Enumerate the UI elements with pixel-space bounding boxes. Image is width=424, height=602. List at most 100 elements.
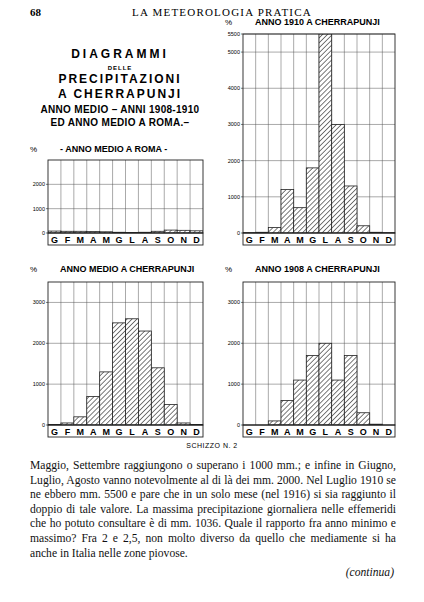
- category-label: G: [246, 427, 253, 437]
- tick-label: 0: [42, 230, 45, 236]
- category-label: O: [167, 235, 174, 245]
- grid-line-vertical: [382, 34, 383, 233]
- category-label: A: [90, 235, 97, 245]
- category-label: D: [385, 427, 392, 437]
- figure-title-line: DIAGRAMMI: [71, 47, 169, 61]
- grid-line-vertical: [177, 282, 178, 425]
- tick-label: 1000: [33, 381, 45, 387]
- grid-line-vertical: [255, 282, 256, 425]
- grid-line-vertical: [86, 160, 87, 233]
- category-label: O: [360, 235, 367, 245]
- category-label: S: [348, 427, 354, 437]
- figure-title-line: ED ANNO MEDIO A ROMA.–: [51, 117, 190, 128]
- continuation: (continua): [346, 566, 394, 579]
- bar: [100, 372, 113, 425]
- tick-label: 3000: [228, 121, 240, 127]
- page-number: 68: [30, 6, 42, 18]
- figure-title-line: DELLE: [108, 65, 133, 71]
- grid-line-vertical: [382, 282, 383, 425]
- figure-title-line: ANNO MEDIO – ANNI 1908-1910: [41, 104, 200, 115]
- grid-line-vertical: [60, 160, 61, 233]
- grid-line-vertical: [190, 282, 191, 425]
- grid-line-vertical: [255, 34, 256, 233]
- category-label: A: [335, 235, 342, 245]
- tick-label: 2000: [228, 340, 240, 346]
- tick-label: 0: [237, 422, 240, 428]
- bar: [294, 380, 307, 425]
- category-label: A: [284, 235, 291, 245]
- body-text: Maggio, Settembre raggiungono o superano…: [30, 459, 396, 561]
- grid-line: [48, 302, 203, 303]
- bar: [74, 417, 87, 425]
- category-label: A: [90, 427, 97, 437]
- tick-label: 0: [237, 230, 240, 236]
- axis-label: %: [225, 265, 232, 274]
- bar: [332, 124, 345, 233]
- category-row: [243, 425, 395, 437]
- grid-line-vertical: [125, 160, 126, 233]
- chart-title: ANNO 1910 A CHERRAPUNJI: [255, 17, 380, 27]
- grid-line-vertical: [177, 160, 178, 233]
- category-label: A: [284, 427, 291, 437]
- bar: [357, 226, 370, 233]
- grid-line: [48, 184, 203, 185]
- category-label: S: [348, 235, 354, 245]
- grid-line-vertical: [268, 282, 269, 425]
- category-label: N: [373, 427, 380, 437]
- plot-frame: [48, 282, 203, 425]
- tick-label: 4000: [228, 85, 240, 91]
- category-label: G: [116, 235, 123, 245]
- bars: [48, 319, 203, 425]
- category-row: [243, 233, 395, 245]
- bar: [151, 368, 164, 425]
- grid-line-vertical: [112, 160, 113, 233]
- category-label: G: [116, 427, 123, 437]
- plot-frame: [243, 34, 395, 233]
- category-label: M: [296, 427, 304, 437]
- category-label: F: [259, 427, 265, 437]
- category-label: N: [373, 235, 380, 245]
- grid-line: [48, 208, 203, 209]
- category-label: S: [155, 235, 161, 245]
- grid-line-vertical: [164, 160, 165, 233]
- tick-label: 3000: [33, 299, 45, 305]
- grid-line: [243, 302, 395, 303]
- grid-line-vertical: [151, 160, 152, 233]
- category-label: F: [65, 427, 71, 437]
- tick-label: 2000: [228, 158, 240, 164]
- figure-title-line: A CHERRAPUNJI: [58, 87, 182, 101]
- tick-label: 0: [42, 422, 45, 428]
- tick-label: 1000: [33, 206, 45, 212]
- category-label: F: [65, 235, 71, 245]
- category-label: O: [167, 427, 174, 437]
- tick-label: 2000: [33, 340, 45, 346]
- bar: [164, 405, 177, 425]
- bars: [243, 34, 395, 233]
- bar: [294, 208, 307, 233]
- category-label: F: [259, 235, 265, 245]
- chart: 010002000GFMAMGLASOND- ANNO MEDIO A ROMA…: [30, 144, 203, 245]
- tick-label: 2000: [33, 181, 45, 187]
- category-label: M: [102, 235, 110, 245]
- category-label: N: [180, 235, 187, 245]
- bar: [281, 190, 294, 233]
- bar: [332, 380, 345, 425]
- grid-line-vertical: [60, 282, 61, 425]
- caption: SCHIZZO N. 2: [186, 442, 238, 449]
- category-label: D: [385, 235, 392, 245]
- category-label: M: [271, 427, 279, 437]
- bar: [357, 413, 370, 425]
- category-label: A: [142, 235, 149, 245]
- bar: [344, 186, 357, 233]
- bar: [126, 319, 139, 425]
- category-label: M: [77, 427, 85, 437]
- bar: [138, 331, 151, 425]
- category-label: G: [309, 235, 316, 245]
- bar: [344, 356, 357, 425]
- bar: [306, 168, 319, 233]
- tick-label: 3000: [228, 299, 240, 305]
- category-label: G: [246, 235, 253, 245]
- bars: [268, 343, 382, 425]
- category-label: L: [129, 427, 135, 437]
- page: 68LA METEOROLOGIA PRATICADIAGRAMMIDELLEP…: [0, 0, 424, 602]
